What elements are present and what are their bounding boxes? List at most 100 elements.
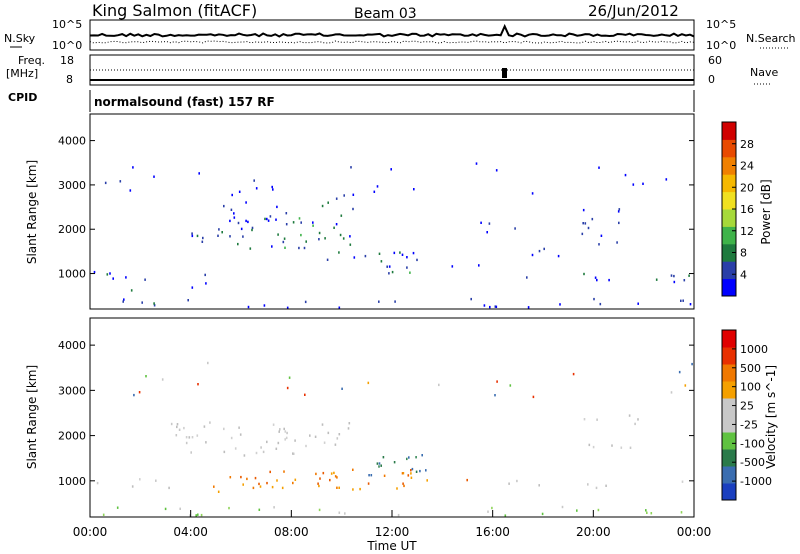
scatter-cell [218,228,220,231]
scatter-cell [637,418,639,421]
x-tick-label: 20:00 [576,525,611,539]
scatter-cell [288,376,291,379]
scatter-cell [269,470,271,474]
scatter-cell [179,507,181,510]
scatter-cell [678,370,681,374]
colorbar-segment [722,122,736,140]
y-tick-label: 4000 [58,339,86,352]
scatter-cell [514,227,516,230]
colorbar-tick-label: -1000 [740,475,772,488]
scatter-cell [266,440,268,444]
scatter-cell [285,212,288,215]
scatter-cell [382,456,385,459]
scatter-cell [292,452,294,455]
scatter-cell [240,475,242,479]
scatter-cell [185,436,188,439]
scatter-cell [380,260,383,263]
scatter-cell [338,433,341,436]
freq-label: Freq. [18,54,45,67]
scatter-cell [688,274,690,277]
scatter-cell [255,187,258,190]
scatter-cell [283,237,286,240]
colorbar-segment [722,398,736,416]
scatter-cell [489,305,491,309]
scatter-cell [508,482,510,485]
scatter-cell [391,270,394,274]
scatter-cell [183,426,185,430]
scatter-cell [275,218,277,221]
scatter-cell [682,299,684,302]
scatter-cell [266,481,268,485]
scatter-cell [378,462,381,465]
scatter-cell [681,480,684,483]
scatter-cell [419,469,421,473]
scatter-cell [229,235,231,238]
x-tick-label: 16:00 [475,525,510,539]
y-tick-label: 2000 [58,430,86,443]
noise-tick-right-low: 10^0 [706,39,736,52]
scatter-cell [238,426,240,429]
scatter-cell [155,479,157,482]
scatter-cell [217,490,220,493]
scatter-cell [273,506,275,509]
scatter-cell [637,302,639,305]
colorbar-segment [722,483,736,501]
y-tick-label: 2000 [58,223,86,236]
noise-tick-left-low: 10^0 [52,39,82,52]
scatter-cell [312,221,314,224]
scatter-cell [139,478,141,481]
scatter-cell [665,178,668,181]
scatter-cell [292,481,294,485]
scatter-cell [683,279,686,282]
scatter-cell [285,436,288,440]
scatter-cell [618,208,621,211]
scatter-cell [370,474,373,477]
scatter-cell [279,428,281,431]
scatter-cell [538,249,541,253]
scatter-cell [258,508,261,511]
scatter-cell [670,274,673,277]
freq-spike [502,68,507,78]
scatter-cell [252,486,255,490]
scatter-cell [272,188,274,191]
scatter-cell [526,276,528,279]
scatter-cell [207,361,209,365]
scatter-cell [629,446,632,449]
scatter-cell [284,246,286,249]
scatter-cell [504,514,507,517]
scatter-cell [243,454,246,457]
scatter-cell [176,423,179,426]
scatter-cell [408,456,410,459]
scatter-cell [645,509,647,512]
scatter-cell [410,469,412,472]
scatter-cell [304,393,306,396]
scatter-cell [494,394,496,397]
scatter-cell [185,441,188,445]
freq-unit: [MHz] [6,67,38,80]
scatter-cell [198,172,200,175]
scatter-cell [205,282,207,285]
scatter-cell [245,201,247,204]
scatter-cell [598,243,600,246]
velocity-panel: 1000 2000 3000 4000 Slant Range [km] 1000 50… [25,317,778,553]
scatter-cell [655,278,658,281]
scatter-cell [591,217,594,221]
scatter-cell [200,513,203,517]
scatter-cell [583,418,586,421]
scatter-cell [255,451,258,455]
colorbar-tick-label: 4 [740,268,747,281]
scatter-cell [338,511,341,514]
scatter-cell [191,234,194,238]
scatter-cell [364,254,367,258]
scatter-cell [112,277,114,280]
scatter-cell [415,470,418,473]
scatter-cell [584,222,587,225]
scatter-cell [317,482,319,485]
scatter-cell [286,386,289,390]
scatter-cell [600,234,603,237]
scatter-cell [133,393,135,397]
scatter-cell [190,451,192,454]
colorbar-segment [722,226,736,245]
scatter-cell [251,226,254,230]
